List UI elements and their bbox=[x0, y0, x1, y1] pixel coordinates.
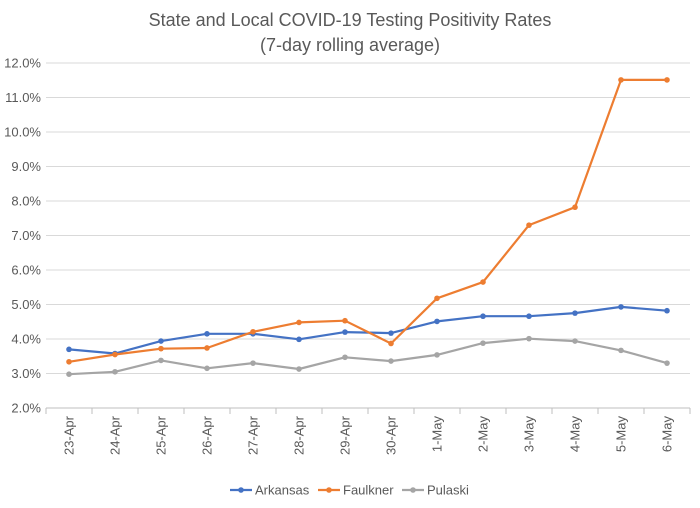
y-tick-label: 6.0% bbox=[11, 263, 41, 278]
x-tick-label: 28-Apr bbox=[292, 415, 307, 455]
legend-label: Faulkner bbox=[343, 483, 394, 498]
data-point bbox=[572, 204, 578, 211]
data-point bbox=[296, 319, 302, 326]
series-group bbox=[66, 77, 670, 377]
legend-item-arkansas: Arkansas bbox=[230, 483, 310, 498]
data-point bbox=[204, 331, 210, 337]
data-point bbox=[526, 222, 532, 228]
chart-subtitle: (7-day rolling average) bbox=[260, 35, 440, 55]
data-point bbox=[388, 358, 394, 364]
series-pulaski bbox=[66, 335, 670, 377]
y-axis: 2.0% 3.0% 4.0% 5.0% 6.0% 7.0% 8.0% 9.0% 10.0% 11.… bbox=[4, 56, 41, 416]
data-point bbox=[618, 304, 624, 310]
y-tick-label: 3.0% bbox=[11, 366, 41, 381]
data-point bbox=[158, 338, 164, 344]
data-point bbox=[158, 345, 164, 352]
data-point bbox=[342, 317, 348, 324]
data-point bbox=[480, 313, 486, 320]
data-point bbox=[342, 354, 348, 361]
x-tick-label: 6-May bbox=[660, 416, 675, 453]
data-point bbox=[572, 338, 578, 344]
data-point bbox=[618, 347, 624, 354]
x-tick-label: 26-Apr bbox=[200, 415, 215, 455]
x-tick-label: 23-Apr bbox=[62, 415, 77, 455]
x-tick-label: 27-Apr bbox=[246, 415, 261, 455]
legend-marker bbox=[238, 487, 244, 493]
data-point bbox=[526, 313, 532, 320]
y-tick-label: 9.0% bbox=[11, 159, 41, 174]
y-tick-label: 5.0% bbox=[11, 297, 41, 312]
x-tick-label: 29-Apr bbox=[338, 415, 353, 455]
x-tick-label: 30-Apr bbox=[384, 415, 399, 455]
data-point bbox=[112, 368, 118, 375]
y-tick-label: 10.0% bbox=[4, 125, 41, 140]
data-point bbox=[112, 351, 118, 358]
legend-item-pulaski: Pulaski bbox=[402, 483, 469, 498]
data-point bbox=[434, 295, 440, 302]
data-point bbox=[250, 360, 256, 366]
y-tick-label: 8.0% bbox=[11, 194, 41, 209]
data-point bbox=[250, 328, 256, 335]
series-faulkner bbox=[66, 77, 670, 365]
y-tick-label: 12.0% bbox=[4, 56, 41, 71]
data-point bbox=[388, 340, 394, 347]
x-tick-label: 3-May bbox=[522, 416, 537, 453]
data-point bbox=[66, 371, 72, 377]
data-point bbox=[664, 307, 670, 314]
legend-marker bbox=[410, 487, 416, 493]
x-tick-label: 24-Apr bbox=[108, 415, 123, 455]
legend-label: Arkansas bbox=[255, 483, 310, 498]
y-tick-label: 11.0% bbox=[5, 90, 41, 105]
data-point bbox=[342, 329, 348, 335]
data-point bbox=[526, 335, 532, 342]
data-point bbox=[296, 366, 302, 372]
x-axis: 23-Apr 24-Apr 25-Apr 26-Apr 27-Apr 28-Apr 29-A… bbox=[45, 408, 691, 455]
data-point bbox=[572, 310, 578, 316]
chart-title: State and Local COVID-19 Testing Positiv… bbox=[149, 10, 552, 30]
gridlines bbox=[46, 62, 690, 409]
data-point bbox=[434, 318, 440, 325]
data-point bbox=[158, 357, 164, 364]
data-point bbox=[434, 352, 440, 358]
data-point bbox=[388, 330, 394, 336]
legend-label: Pulaski bbox=[427, 483, 469, 498]
x-tick-label: 5-May bbox=[614, 416, 629, 453]
series-line bbox=[67, 337, 669, 376]
x-tick-label: 25-Apr bbox=[154, 415, 169, 455]
data-point bbox=[664, 360, 670, 366]
data-point bbox=[664, 77, 670, 83]
data-point bbox=[204, 365, 210, 372]
data-point bbox=[296, 336, 302, 343]
data-point bbox=[66, 346, 72, 353]
data-point bbox=[618, 77, 624, 83]
series-line bbox=[67, 78, 669, 363]
y-tick-label: 7.0% bbox=[11, 228, 41, 243]
data-point bbox=[480, 340, 486, 346]
legend-item-faulkner: Faulkner bbox=[318, 483, 394, 498]
y-tick-label: 4.0% bbox=[11, 332, 41, 347]
y-tick-label: 2.0% bbox=[11, 401, 41, 416]
data-point bbox=[66, 358, 72, 365]
data-point bbox=[480, 279, 486, 285]
data-point bbox=[204, 345, 210, 351]
x-tick-label: 1-May bbox=[430, 416, 445, 453]
x-tick-label: 2-May bbox=[476, 416, 491, 453]
legend-marker bbox=[326, 487, 332, 493]
x-tick-label: 4-May bbox=[568, 416, 583, 453]
legend: Arkansas Faulkner Pulaski bbox=[230, 483, 469, 498]
